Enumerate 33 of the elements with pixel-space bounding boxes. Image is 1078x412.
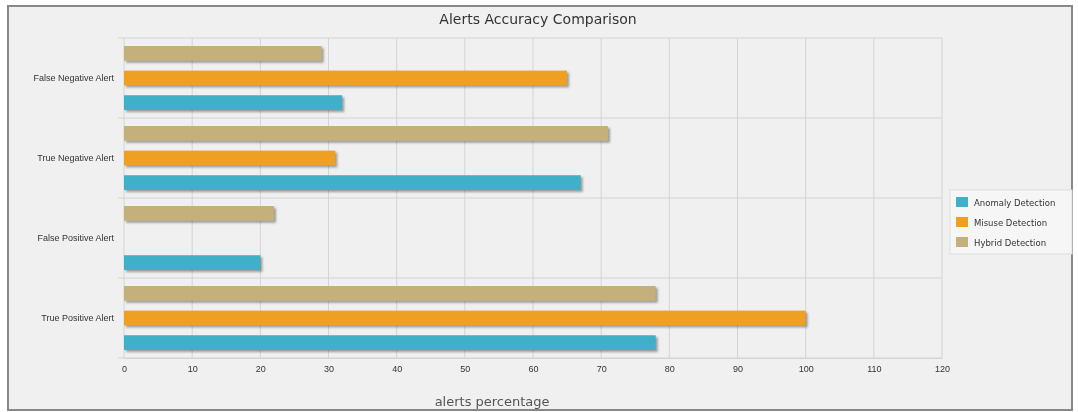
bar bbox=[124, 70, 568, 86]
x-tick-label: 120 bbox=[934, 364, 951, 375]
x-tick-label: 110 bbox=[867, 364, 882, 375]
bar bbox=[124, 206, 274, 221]
chart-title: Alerts Accuracy Comparison bbox=[439, 11, 637, 27]
y-tick-label: False Positive Alert bbox=[37, 233, 115, 244]
x-tick-label: 0 bbox=[121, 364, 128, 375]
x-tick-label: 70 bbox=[596, 364, 607, 375]
x-tick-label: 30 bbox=[323, 364, 335, 375]
x-tick-label: 80 bbox=[664, 364, 675, 375]
x-tick-label: 100 bbox=[798, 364, 814, 375]
x-tick-label: 60 bbox=[528, 364, 539, 375]
x-tick-label: 10 bbox=[187, 364, 198, 375]
bar bbox=[124, 335, 656, 350]
legend-label: Anomaly Detection bbox=[974, 198, 1056, 208]
y-tick-label: False Negative Alert bbox=[33, 73, 115, 84]
x-tick-label: 40 bbox=[392, 364, 403, 375]
legend-label: Misuse Detection bbox=[974, 218, 1048, 228]
bar bbox=[124, 150, 336, 166]
bar bbox=[124, 286, 656, 301]
y-tick-label: True Positive Alert bbox=[41, 313, 115, 324]
bar bbox=[124, 95, 343, 110]
y-tick-label: True Negative Alert bbox=[37, 153, 115, 164]
bar bbox=[124, 255, 261, 270]
bar bbox=[124, 175, 581, 190]
bar bbox=[124, 310, 806, 326]
x-axis-title: alerts percentage bbox=[434, 394, 550, 409]
x-tick-label: 20 bbox=[255, 364, 266, 375]
x-tick-label: 90 bbox=[732, 364, 744, 375]
legend-label: Hybrid Detection bbox=[974, 238, 1047, 248]
x-tick-label: 50 bbox=[460, 364, 471, 375]
bar bbox=[124, 46, 322, 61]
bar bbox=[124, 126, 608, 141]
